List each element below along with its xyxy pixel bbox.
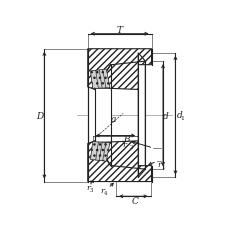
Text: r: r: [100, 187, 104, 195]
Polygon shape: [138, 54, 145, 178]
Text: D: D: [36, 111, 43, 120]
Polygon shape: [94, 54, 145, 90]
Text: 4: 4: [103, 190, 107, 195]
Polygon shape: [90, 70, 109, 89]
Text: 3: 3: [90, 188, 93, 193]
Text: 2: 2: [129, 144, 132, 150]
Polygon shape: [94, 65, 110, 166]
Text: r: r: [122, 140, 126, 148]
Text: 1: 1: [160, 165, 164, 170]
Polygon shape: [87, 49, 151, 90]
Text: 1: 1: [180, 115, 184, 120]
Text: T: T: [116, 26, 122, 35]
Text: d: d: [162, 111, 168, 120]
Text: r: r: [86, 184, 90, 192]
Text: a: a: [110, 115, 116, 124]
Text: d: d: [176, 110, 182, 119]
Polygon shape: [87, 87, 94, 144]
Text: B: B: [123, 135, 129, 144]
Polygon shape: [87, 141, 151, 182]
Polygon shape: [94, 141, 145, 178]
Text: C: C: [131, 196, 138, 205]
Text: r: r: [157, 161, 161, 169]
Polygon shape: [90, 142, 109, 161]
